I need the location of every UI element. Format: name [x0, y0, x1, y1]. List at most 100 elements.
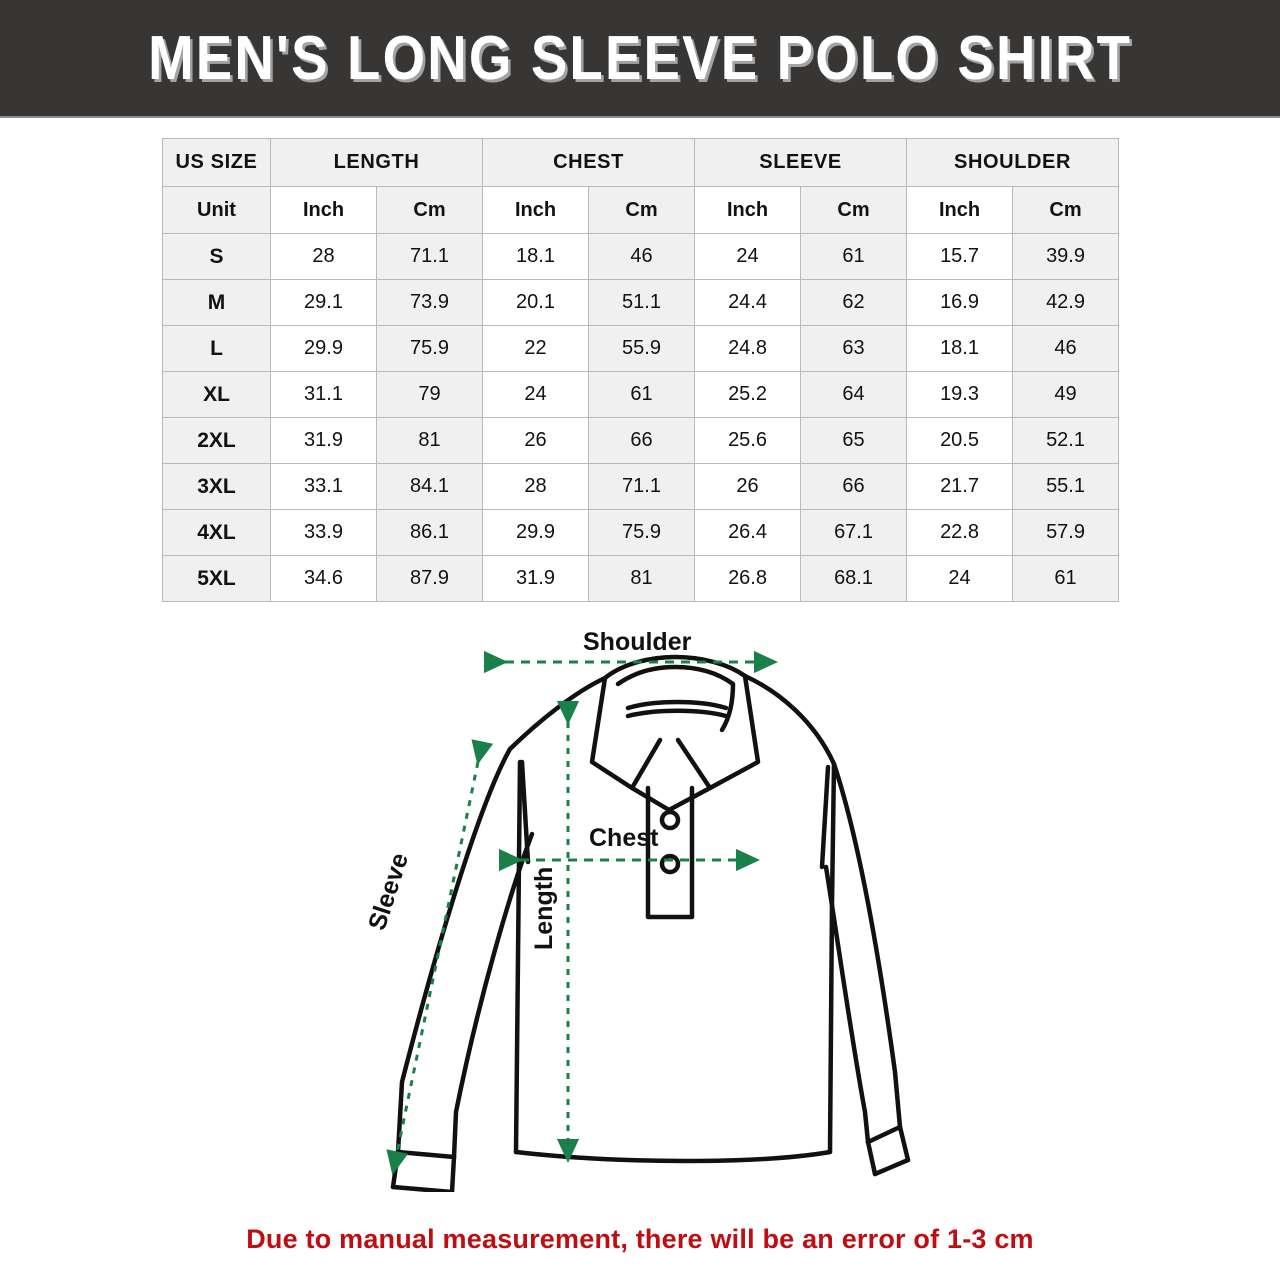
table-group-header-row: US SIZE LENGTH CHEST SLEEVE SHOULDER [162, 138, 1120, 187]
cell-length-cm: 84.1 [375, 463, 484, 510]
cell-sleeve-cm: 64 [800, 371, 908, 418]
cell-shoulder-cm: 46 [1012, 325, 1120, 372]
right-shoulder-seam [742, 673, 837, 767]
cell-length-cm: 87.9 [375, 555, 484, 602]
polo-shirt-diagram [360, 612, 920, 1192]
unit-length-inch: Inch [270, 186, 377, 234]
left-armhole-dart [519, 759, 531, 865]
table-row: 2XL 31.9 81 26 66 25.6 65 20.5 52.1 [162, 417, 1120, 464]
cell-length-in: 33.9 [270, 509, 377, 556]
cell-sleeve-cm: 61 [800, 233, 908, 280]
cell-length-in: 31.1 [270, 371, 377, 418]
button-icon [659, 809, 681, 831]
cell-length-in: 29.1 [270, 279, 377, 326]
cell-shoulder-in: 19.3 [906, 371, 1014, 418]
unit-sleeve-cm: Cm [800, 186, 908, 234]
cell-sleeve-in: 26.4 [694, 509, 802, 556]
unit-shoulder-inch: Inch [906, 186, 1014, 234]
cell-sleeve-in: 24 [694, 233, 802, 280]
right-sleeve-outer-edge [831, 761, 903, 1130]
measurement-disclaimer: Due to manual measurement, there will be… [246, 1224, 1034, 1254]
collar-neck-line [625, 699, 729, 711]
cell-sleeve-cm: 65 [800, 417, 908, 464]
body-right-seam [827, 761, 837, 1155]
cell-size: 4XL [162, 509, 271, 556]
cell-shoulder-cm: 49 [1012, 371, 1120, 418]
header-shoulder: SHOULDER [906, 138, 1120, 187]
cell-sleeve-in: 25.6 [694, 417, 802, 464]
cell-sleeve-in: 24.8 [694, 325, 802, 372]
cell-size: 5XL [162, 555, 271, 602]
left-cuff-band [390, 1149, 457, 1192]
cell-shoulder-cm: 42.9 [1012, 279, 1120, 326]
label-length: Length [530, 866, 558, 950]
collar-neck-line-2 [625, 708, 729, 719]
cell-length-cm: 75.9 [375, 325, 484, 372]
cell-shoulder-in: 15.7 [906, 233, 1014, 280]
right-cuff-band [865, 1124, 911, 1177]
shirt-hem [513, 1149, 833, 1164]
unit-sleeve-inch: Inch [694, 186, 802, 234]
cell-chest-cm: 46 [588, 233, 696, 280]
cell-sleeve-cm: 67.1 [800, 509, 908, 556]
table-row: L 29.9 75.9 22 55.9 24.8 63 18.1 46 [162, 325, 1120, 372]
cell-chest-in: 26 [482, 417, 590, 464]
cell-length-in: 29.9 [270, 325, 377, 372]
cell-shoulder-in: 21.7 [906, 463, 1014, 510]
body-left-seam [513, 759, 523, 1155]
cell-shoulder-cm: 55.1 [1012, 463, 1120, 510]
collar-inner-band [615, 664, 736, 733]
cell-shoulder-in: 20.5 [906, 417, 1014, 464]
cell-length-cm: 79 [375, 371, 484, 418]
table-row: S 28 71.1 18.1 46 24 61 15.7 39.9 [162, 233, 1120, 280]
cell-shoulder-in: 18.1 [906, 325, 1014, 372]
cell-sleeve-in: 26.8 [694, 555, 802, 602]
cell-size: M [162, 279, 271, 326]
cell-sleeve-in: 26 [694, 463, 802, 510]
cell-shoulder-in: 16.9 [906, 279, 1014, 326]
button-icon [659, 853, 681, 875]
cell-shoulder-cm: 39.9 [1012, 233, 1120, 280]
shirt-outline-group [390, 654, 911, 1192]
cell-size: L [162, 325, 271, 372]
table-unit-header-row: Unit Inch Cm Inch Cm Inch Cm Inch Cm [162, 186, 1120, 234]
cell-size: 2XL [162, 417, 271, 464]
cell-chest-cm: 61 [588, 371, 696, 418]
cell-shoulder-cm: 52.1 [1012, 417, 1120, 464]
cell-length-in: 34.6 [270, 555, 377, 602]
cell-length-cm: 71.1 [375, 233, 484, 280]
cell-chest-in: 24 [482, 371, 590, 418]
cell-length-in: 33.1 [270, 463, 377, 510]
placket-buttons-group [659, 809, 681, 875]
cell-size: XL [162, 371, 271, 418]
cell-sleeve-in: 24.4 [694, 279, 802, 326]
table-row: 3XL 33.1 84.1 28 71.1 26 66 21.7 55.1 [162, 463, 1120, 510]
cell-chest-in: 31.9 [482, 555, 590, 602]
table-body: S 28 71.1 18.1 46 24 61 15.7 39.9 M 29.1… [162, 233, 1120, 602]
cell-shoulder-cm: 57.9 [1012, 509, 1120, 556]
size-chart-table: US SIZE LENGTH CHEST SLEEVE SHOULDER Uni… [162, 138, 1120, 602]
right-armhole-dart [819, 764, 831, 870]
header-banner: MEN'S LONG SLEEVE POLO SHIRT [0, 0, 1280, 118]
header-length: LENGTH [269, 138, 484, 187]
cell-chest-in: 20.1 [482, 279, 590, 326]
label-shoulder: Shoulder [583, 628, 692, 656]
cell-length-cm: 73.9 [375, 279, 484, 326]
table-row: XL 31.1 79 24 61 25.2 64 19.3 49 [162, 371, 1120, 418]
table-row: M 29.1 73.9 20.1 51.1 24.4 62 16.9 42.9 [162, 279, 1120, 326]
header-us-size: US SIZE [162, 138, 271, 187]
cell-chest-in: 28 [482, 463, 590, 510]
shirt-illustration-svg [390, 654, 911, 1192]
size-table-container: US SIZE LENGTH CHEST SLEEVE SHOULDER Uni… [162, 138, 1120, 602]
cell-sleeve-in: 25.2 [694, 371, 802, 418]
cell-shoulder-in: 22.8 [906, 509, 1014, 556]
cell-length-in: 31.9 [270, 417, 377, 464]
page-title: MEN'S LONG SLEEVE POLO SHIRT [147, 23, 1133, 93]
cell-size: 3XL [162, 463, 271, 510]
label-chest: Chest [589, 824, 659, 852]
cell-chest-cm: 51.1 [588, 279, 696, 326]
cell-chest-in: 29.9 [482, 509, 590, 556]
cell-sleeve-cm: 66 [800, 463, 908, 510]
unit-shoulder-cm: Cm [1012, 186, 1120, 234]
